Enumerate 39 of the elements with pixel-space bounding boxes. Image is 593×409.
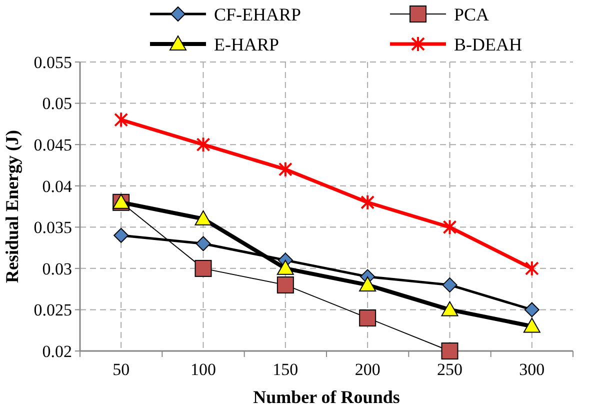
point xyxy=(360,194,375,210)
point xyxy=(442,219,457,236)
legend-label: PCA xyxy=(454,4,490,24)
point xyxy=(441,301,458,316)
point xyxy=(524,302,540,318)
legend-label: B-DEAH xyxy=(454,34,522,54)
point xyxy=(276,260,294,275)
point xyxy=(196,236,211,252)
point xyxy=(114,228,129,243)
x-tick-label: 250 xyxy=(437,360,462,379)
y-tick-label: 0.045 xyxy=(34,136,72,155)
x-tick-label: 100 xyxy=(190,360,216,379)
point xyxy=(278,161,292,178)
y-tick-label: 0.035 xyxy=(34,218,72,238)
x-tick-label: 50 xyxy=(112,360,130,379)
y-tick-label: 0.03 xyxy=(42,259,72,278)
point xyxy=(441,342,458,360)
point xyxy=(276,276,294,294)
x-tick-label: 150 xyxy=(272,360,298,379)
point xyxy=(359,309,376,326)
y-tick-label: 0.02 xyxy=(42,342,72,361)
point xyxy=(194,260,212,277)
y-tick-label: 0.05 xyxy=(42,94,72,114)
y-axis-title: Residual Energy (J) xyxy=(2,130,22,283)
y-tick-label: 0.04 xyxy=(42,176,72,196)
point xyxy=(114,112,128,128)
legend-label: CF-EHARP xyxy=(214,4,302,24)
legend-label: E-HARP xyxy=(214,34,280,54)
point xyxy=(194,210,212,226)
point xyxy=(524,260,539,276)
x-tick-label: 200 xyxy=(354,360,380,379)
y-tick-label: 0.025 xyxy=(34,300,72,320)
point xyxy=(196,136,210,153)
y-tick-label: 0.055 xyxy=(34,52,72,72)
x-tick-label: 300 xyxy=(519,360,545,379)
point xyxy=(359,276,376,292)
x-axis-title: Number of Rounds xyxy=(253,387,400,407)
point xyxy=(442,277,458,292)
point xyxy=(523,318,540,333)
